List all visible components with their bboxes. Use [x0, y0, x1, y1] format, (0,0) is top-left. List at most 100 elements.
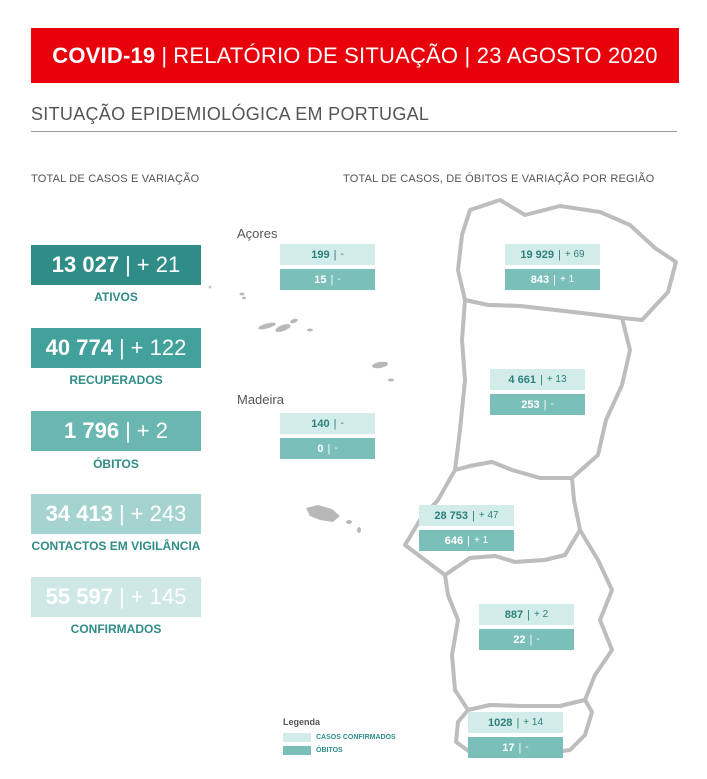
norte-cases-box: 19 929 | + 69 — [505, 244, 600, 265]
kpi-value: 55 597 — [45, 584, 113, 609]
acores-label: Açores — [237, 226, 278, 241]
centro-deaths-box: 253 | - — [490, 394, 585, 415]
cases-value: 199 — [311, 248, 330, 261]
deaths-variation: + 1 — [560, 274, 575, 285]
legend-cases-label: CASOS CONFIRMADOS — [316, 734, 396, 741]
separator: | — [330, 273, 334, 286]
legend-deaths-label: ÓBITOS — [316, 747, 343, 754]
madeira-cases-box: 140 | - — [280, 413, 375, 434]
separator: | — [327, 442, 331, 455]
deaths-value: 22 — [513, 633, 526, 646]
kpi-contactos-box: 34 413 | + 243 — [31, 494, 201, 534]
header-bold-title: COVID-19 — [52, 42, 156, 68]
algarve-deaths-box: 17 | - — [468, 737, 563, 758]
separator: | — [543, 398, 547, 411]
kpi-recuperados-box: 40 774 | + 122 — [31, 328, 201, 368]
kpi-variation: + 2 — [136, 418, 168, 443]
deaths-variation: - — [550, 399, 554, 410]
kpi-obitos-box: 1 796 | + 2 — [31, 411, 201, 451]
separator: | — [558, 248, 561, 261]
cases-variation: + 13 — [546, 374, 567, 385]
madeira-label: Madeira — [237, 392, 284, 407]
map-dot — [208, 285, 212, 289]
deaths-variation: - — [334, 443, 338, 454]
header-title: RELATÓRIO DE SITUAÇÃO | 23 AGOSTO 2020 — [173, 42, 658, 68]
separator: | — [516, 716, 520, 729]
deaths-variation: - — [536, 634, 540, 645]
cases-variation: - — [340, 249, 344, 260]
separator: | — [333, 248, 337, 261]
legend-title: Legenda — [283, 717, 321, 727]
kpi-separator: | — [118, 335, 125, 360]
cases-variation: + 2 — [534, 609, 549, 620]
separator: | — [553, 273, 557, 286]
section-title: SITUAÇÃO EPIDEMIOLÓGICA EM PORTUGAL — [31, 104, 430, 124]
separator: | — [529, 633, 533, 646]
kpi-label: RECUPERADOS — [69, 373, 163, 387]
report-header-banner: COVID-19 | RELATÓRIO DE SITUAÇÃO | 23 AG… — [31, 28, 679, 83]
kpi-label: CONFIRMADOS — [70, 622, 162, 636]
cases-variation: - — [340, 418, 344, 429]
kpi-variation: + 21 — [136, 252, 181, 277]
deaths-value: 253 — [521, 398, 540, 411]
deaths-variation: + 1 — [474, 535, 489, 546]
acores-islands — [239, 292, 394, 382]
deaths-value: 15 — [314, 273, 327, 286]
separator: | — [472, 509, 475, 522]
cases-value: 19 929 — [520, 248, 555, 261]
legend-cases-swatch — [283, 733, 311, 742]
separator: | — [527, 608, 531, 621]
cases-variation: + 14 — [523, 717, 544, 728]
separator: | — [467, 534, 471, 547]
alentejo-deaths-box: 22 | - — [479, 629, 574, 650]
kpi-label: ATIVOS — [94, 290, 138, 304]
cases-value: 140 — [311, 417, 330, 430]
deaths-value: 17 — [502, 741, 515, 754]
cases-value: 4 661 — [508, 373, 536, 386]
acores-deaths-box: 15 | - — [280, 269, 375, 290]
madeira-deaths-box: 0 | - — [280, 438, 375, 459]
header-separator: | — [161, 42, 168, 68]
centro-cases-box: 4 661 | + 13 — [490, 369, 585, 390]
madeira-islands — [306, 505, 361, 533]
algarve-cases-box: 1028 | + 14 — [468, 712, 563, 733]
separator: | — [518, 741, 522, 754]
left-subtitle: TOTAL DE CASOS E VARIAÇÃO — [31, 173, 200, 185]
norte-deaths-box: 843 | + 1 — [505, 269, 600, 290]
kpi-separator: | — [118, 501, 125, 526]
kpi-value: 13 027 — [51, 252, 120, 277]
cases-variation: + 47 — [478, 510, 499, 521]
deaths-variation: - — [525, 742, 529, 753]
kpi-value: 40 774 — [45, 335, 113, 360]
kpi-value: 1 796 — [64, 418, 120, 443]
deaths-value: 843 — [530, 273, 550, 286]
lvt-deaths-box: 646 | + 1 — [419, 530, 514, 551]
cases-value: 1028 — [487, 716, 513, 729]
kpi-variation: + 243 — [130, 501, 187, 526]
cases-value: 28 753 — [434, 509, 469, 522]
cases-value: 887 — [504, 608, 524, 621]
separator: | — [333, 417, 337, 430]
deaths-value: 0 — [317, 442, 324, 455]
kpi-value: 34 413 — [45, 501, 113, 526]
deaths-variation: - — [337, 274, 341, 285]
kpi-variation: + 122 — [130, 335, 187, 360]
kpi-separator: | — [125, 252, 131, 277]
separator: | — [539, 373, 543, 386]
kpi-label: ÓBITOS — [93, 457, 139, 471]
kpi-separator: | — [118, 584, 125, 609]
kpi-label: CONTACTOS EM VIGILÂNCIA — [31, 539, 201, 553]
kpi-separator: | — [125, 418, 131, 443]
section-divider — [31, 131, 677, 132]
alentejo-cases-box: 887 | + 2 — [479, 604, 574, 625]
acores-cases-box: 199 | - — [280, 244, 375, 265]
legend-deaths-swatch — [283, 746, 311, 755]
kpi-ativos-box: 13 027 | + 21 — [31, 245, 201, 285]
right-subtitle: TOTAL DE CASOS, DE ÓBITOS E VARIAÇÃO POR… — [343, 173, 655, 185]
cases-variation: + 69 — [564, 249, 585, 260]
kpi-variation: + 145 — [130, 584, 187, 609]
deaths-value: 646 — [444, 534, 464, 547]
kpi-confirmados-box: 55 597 | + 145 — [31, 577, 201, 617]
lvt-cases-box: 28 753 | + 47 — [419, 505, 514, 526]
